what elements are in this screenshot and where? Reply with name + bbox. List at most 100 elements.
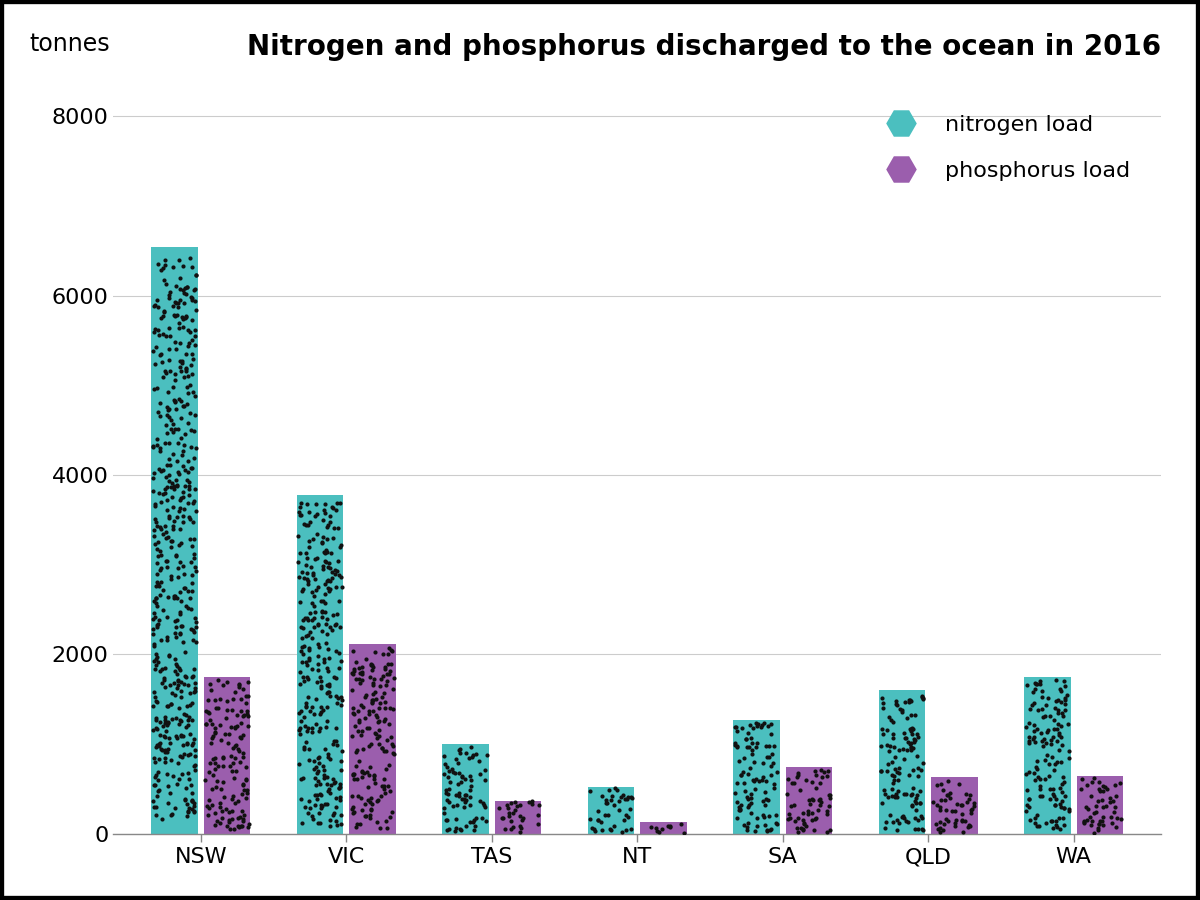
Point: [316, 742, 335, 756]
Point: [151, 495, 170, 509]
Point: [348, 771, 367, 786]
Point: [595, 807, 614, 822]
Point: [229, 820, 248, 834]
Point: [214, 775, 233, 789]
Point: [749, 774, 768, 788]
Point: [812, 770, 832, 784]
Point: [368, 793, 388, 807]
Point: [962, 802, 982, 816]
Point: [293, 620, 312, 634]
Point: [893, 742, 912, 756]
Point: [737, 823, 756, 837]
Point: [731, 803, 750, 817]
Point: [817, 807, 836, 822]
Point: [296, 700, 316, 715]
Point: [900, 695, 919, 709]
Point: [166, 711, 185, 725]
Point: [145, 512, 164, 526]
Point: [181, 554, 200, 569]
Point: [295, 799, 314, 814]
Point: [160, 401, 179, 416]
Point: [376, 712, 395, 726]
Point: [902, 722, 922, 736]
Point: [462, 750, 481, 764]
Point: [145, 690, 164, 705]
Point: [1051, 780, 1070, 795]
Point: [1082, 775, 1102, 789]
Point: [727, 739, 746, 753]
Point: [888, 789, 907, 804]
Point: [302, 630, 322, 644]
Point: [144, 594, 163, 608]
Point: [172, 411, 191, 426]
Point: [373, 670, 392, 684]
Point: [343, 768, 362, 782]
Point: [146, 596, 166, 610]
Point: [1072, 772, 1091, 787]
Point: [1049, 706, 1068, 721]
Point: [310, 640, 329, 654]
Point: [1052, 785, 1072, 799]
Point: [154, 370, 173, 384]
Point: [1052, 777, 1072, 791]
Point: [646, 821, 665, 835]
Point: [175, 645, 194, 660]
Point: [180, 709, 199, 724]
Point: [173, 750, 192, 764]
Point: [170, 522, 190, 536]
Point: [964, 798, 983, 813]
Point: [320, 689, 340, 704]
Point: [374, 714, 394, 728]
Point: [169, 701, 188, 716]
Point: [317, 700, 336, 715]
Point: [305, 508, 324, 523]
Point: [360, 807, 379, 822]
Point: [166, 335, 185, 349]
Point: [155, 253, 174, 267]
Point: [802, 806, 821, 820]
Point: [172, 536, 191, 550]
Point: [674, 825, 694, 840]
Point: [473, 810, 492, 824]
Point: [947, 813, 966, 827]
Point: [366, 725, 385, 740]
Point: [312, 535, 331, 549]
Point: [1019, 734, 1038, 748]
Point: [221, 748, 240, 762]
Point: [380, 729, 400, 743]
Point: [460, 751, 479, 765]
Point: [946, 805, 965, 819]
Point: [464, 823, 484, 837]
Point: [317, 574, 336, 589]
Point: [157, 493, 176, 508]
Point: [229, 744, 248, 759]
Point: [1039, 723, 1058, 737]
Point: [299, 653, 318, 668]
Point: [353, 673, 372, 688]
Point: [320, 752, 340, 767]
Point: [239, 820, 258, 834]
Point: [184, 796, 203, 810]
Point: [874, 783, 893, 797]
Point: [185, 546, 204, 561]
Point: [180, 488, 199, 502]
Point: [178, 472, 197, 487]
Point: [156, 436, 175, 451]
Point: [320, 581, 340, 596]
Point: [160, 353, 179, 367]
Point: [605, 781, 624, 796]
Point: [384, 747, 403, 761]
Point: [180, 336, 199, 350]
Point: [742, 806, 761, 821]
Point: [508, 798, 527, 813]
Point: [746, 740, 766, 754]
Point: [727, 724, 746, 738]
Point: [144, 299, 163, 313]
Point: [182, 802, 202, 816]
Point: [184, 623, 203, 637]
Point: [463, 814, 482, 829]
Point: [214, 790, 233, 805]
Point: [298, 611, 317, 625]
Point: [179, 369, 198, 383]
Point: [299, 574, 318, 589]
